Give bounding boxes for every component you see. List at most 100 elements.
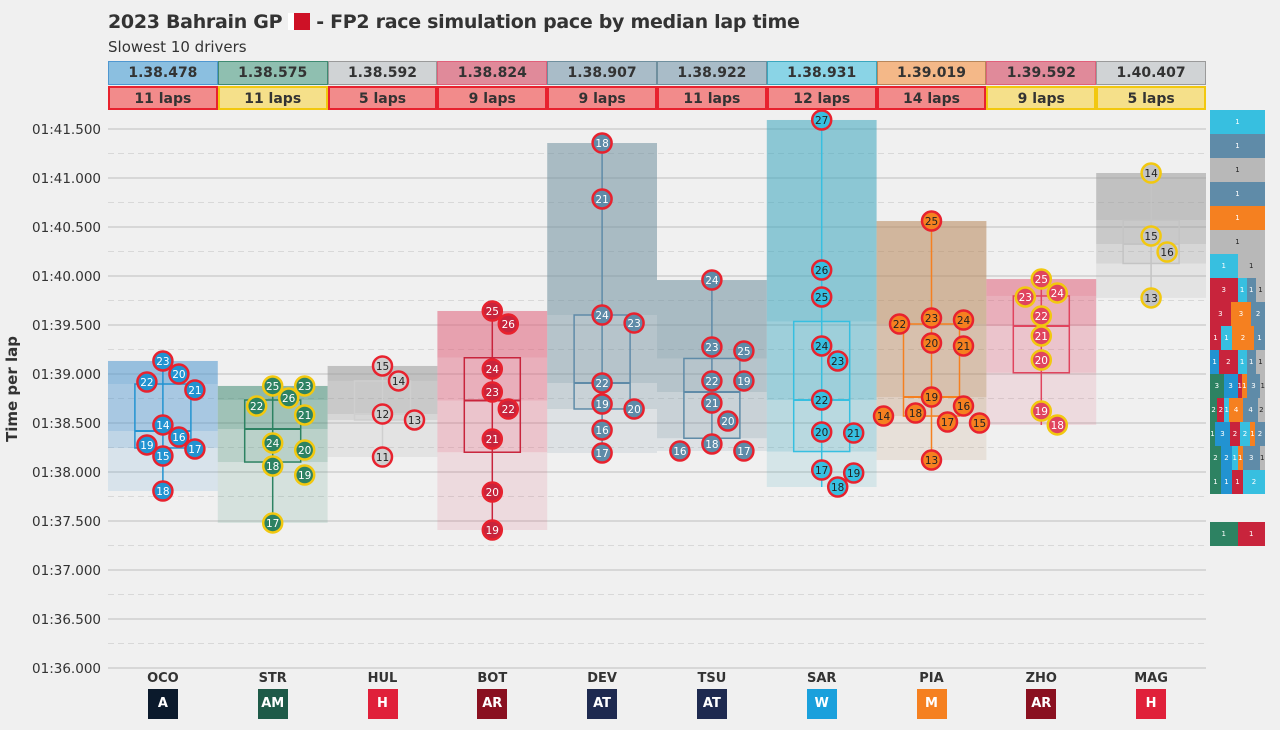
lap-point: 20 (810, 421, 833, 443)
lap-point: 24 (261, 432, 284, 454)
lap-point: 24 (810, 335, 833, 357)
lap-point: 16 (669, 440, 691, 462)
lap-dot (497, 313, 520, 335)
lap-number: 21 (957, 341, 970, 353)
team-logo-icon: H (1136, 689, 1167, 719)
lap-point: 17 (810, 459, 833, 481)
lap-point: 19 (293, 464, 316, 486)
lap-point: 19 (591, 393, 613, 415)
lap-dot (152, 350, 174, 372)
chart-title: 2023 Bahrain GP - FP2 race simulation pac… (108, 11, 800, 33)
driver-code-label: PIA (919, 671, 944, 686)
median-time-box: 1.38.907 (547, 61, 657, 85)
lap-number: 18 (705, 439, 718, 451)
lap-number: 13 (408, 415, 421, 427)
lap-number: 24 (957, 315, 971, 327)
lap-dot (623, 312, 645, 334)
team-logo-icon: AM (257, 689, 288, 719)
histogram-cell: 1 (1237, 254, 1265, 278)
lap-number: 23 (925, 313, 938, 325)
histogram-cell: 1 (1237, 522, 1265, 546)
lap-number: 22 (250, 401, 263, 413)
lap-point: 25 (733, 340, 755, 362)
lap-number: 20 (815, 427, 828, 439)
lap-number: 14 (392, 376, 406, 388)
lap-number: 20 (721, 416, 734, 428)
lap-number: 21 (298, 410, 311, 422)
lap-point: 24 (481, 358, 504, 380)
lap-dot (1140, 162, 1162, 184)
lap-dot (810, 259, 833, 281)
team-logo-icon: H (367, 689, 398, 719)
lap-point: 22 (497, 398, 520, 420)
histogram-cell: 1 (1210, 134, 1265, 158)
histogram-cell: 2 (1230, 422, 1240, 446)
lap-point: 23 (152, 350, 174, 372)
lap-number: 26 (502, 319, 516, 331)
histogram-cell: 1 (1210, 254, 1238, 278)
lap-dot (968, 412, 991, 434)
lap-dot (261, 512, 284, 534)
lap-dot (810, 459, 833, 481)
lap-dot (920, 307, 943, 329)
lap-number: 25 (486, 306, 499, 318)
lap-number: 21 (595, 194, 608, 206)
team-logo-icon: A (147, 689, 178, 719)
y-tick-label: 01:36.000 (32, 661, 101, 677)
histogram-cell: 3 (1210, 302, 1231, 326)
lap-dot (701, 370, 723, 392)
lap-number: 23 (831, 356, 844, 368)
lap-point: 22 (701, 370, 723, 392)
lap-dot (1030, 325, 1053, 347)
lap-point: 15 (968, 412, 991, 434)
histogram-cell: 1 (1250, 422, 1255, 446)
lap-point: 22 (245, 395, 268, 417)
lap-point: 15 (371, 355, 394, 377)
lap-number: 18 (909, 408, 922, 420)
histogram-cell: 1 (1210, 350, 1220, 374)
lap-number: 23 (298, 381, 311, 393)
lap-dot (952, 395, 975, 417)
lap-number: 16 (172, 432, 186, 444)
lap-point: 26 (497, 313, 520, 335)
lap-point: 21 (701, 392, 723, 414)
bahrain-flag-icon (288, 13, 311, 30)
driver-code-label: ZHO (1025, 671, 1057, 686)
lap-point: 23 (826, 350, 849, 372)
histogram-cell: 1 (1210, 110, 1265, 134)
lap-point: 16 (952, 395, 975, 417)
lap-dot (168, 426, 190, 448)
lap-dot (826, 476, 849, 498)
driver-code-label: DEV (587, 671, 617, 686)
histogram-row: 1 (1210, 230, 1265, 254)
lap-dot (810, 389, 833, 411)
lap-dot (1030, 400, 1053, 422)
lap-dot (920, 332, 943, 354)
lap-count-box: 11 laps (657, 86, 767, 110)
lap-dot (623, 398, 645, 420)
lap-dot (842, 462, 865, 484)
histogram-cell: 2 (1243, 470, 1265, 494)
lap-point: 22 (591, 372, 613, 394)
lap-number: 19 (1035, 406, 1048, 418)
histogram-cell: 1 (1237, 350, 1247, 374)
iqr-box (1122, 219, 1180, 265)
lap-dot (733, 370, 755, 392)
lap-point: 17 (936, 411, 959, 433)
y-tick-label: 01:38.000 (32, 465, 101, 481)
lap-number: 22 (705, 376, 718, 388)
median-time-box: 1.38.931 (766, 61, 877, 85)
lap-point: 20 (717, 410, 739, 432)
lap-dot (152, 445, 174, 467)
median-time-box: 1.38.478 (108, 61, 218, 85)
lap-number: 24 (595, 310, 609, 322)
lap-dot (261, 432, 284, 454)
lap-dot (152, 414, 174, 436)
lap-point: 14 (152, 414, 174, 436)
lap-point: 19 (481, 519, 504, 541)
histogram-cell: 3 (1210, 278, 1238, 302)
y-tick-label: 01:38.500 (32, 416, 101, 432)
histogram-cell: 3 (1246, 374, 1261, 398)
